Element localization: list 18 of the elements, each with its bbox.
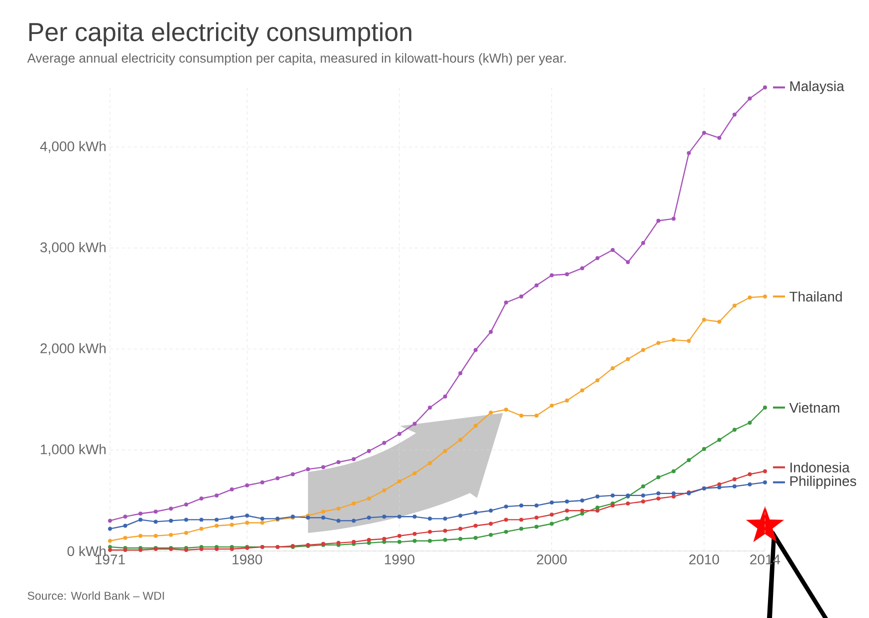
legend-label: Vietnam (789, 402, 840, 413)
x-tick-label: 1971 (96, 554, 125, 564)
x-tick-label: 2010 (689, 554, 720, 564)
chart-subtitle: Average annual electricity consumption per capita, measured in kilowatt-hours (kWh) per year. (27, 53, 566, 66)
legend-label: Indonesia (790, 462, 850, 472)
y-tick-label: 4,000 kWh (40, 141, 106, 153)
y-tick-label: 1,000 kWh (40, 444, 106, 456)
chart-title: Per capita electricity consumption (29, 22, 412, 46)
x-tick-label: 1980 (232, 554, 262, 564)
legend-label: Philippines (790, 476, 856, 489)
x-tick-label: 2000 (536, 554, 567, 564)
legend-label: Thailand (790, 291, 842, 302)
legend-label: Malaysia (790, 80, 844, 94)
y-tick-label: 0 kWh (68, 546, 106, 556)
y-tick-label: 2,000 kWh (40, 343, 106, 355)
y-tick-label: 3,000 kWh (40, 242, 106, 254)
source-note: Source: World Bank – WDI (28, 591, 164, 600)
x-tick-label: 1990 (384, 554, 414, 564)
